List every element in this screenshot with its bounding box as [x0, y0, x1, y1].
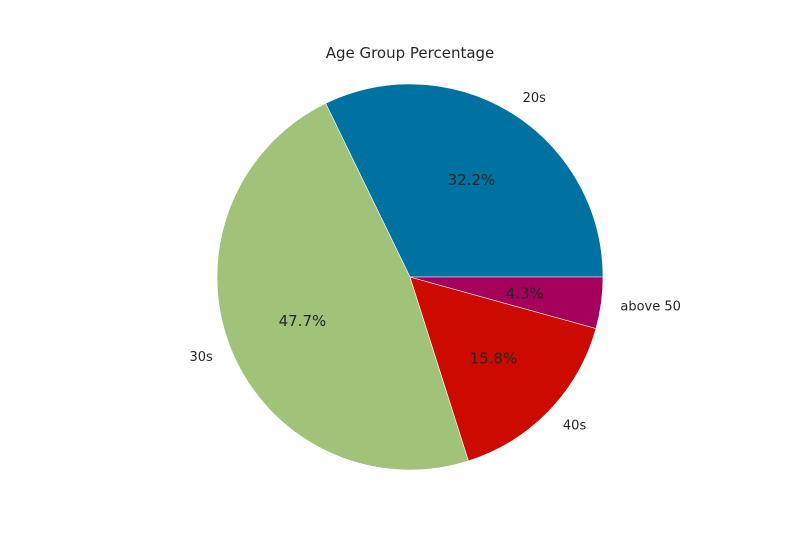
- pie-slice-30s: [216, 103, 469, 471]
- pie-slice-20s: [325, 83, 604, 278]
- chart-title: Age Group Percentage: [326, 44, 495, 62]
- pie-slices: [216, 83, 604, 471]
- slice-label-above-50: above 50: [620, 300, 681, 315]
- slice-label-40s: 40s: [563, 418, 587, 433]
- slice-percent-30s: 47.7%: [279, 312, 327, 330]
- slice-label-20s: 20s: [523, 91, 547, 106]
- pie-slice-40s: [409, 276, 597, 462]
- slice-percent-40s: 15.8%: [470, 349, 518, 367]
- pie-slice-above-50: [409, 276, 604, 329]
- slice-label-30s: 30s: [190, 350, 214, 365]
- slice-percent-above-50: 4.3%: [506, 285, 544, 303]
- slice-percent-20s: 32.2%: [448, 171, 496, 189]
- pie-labels: 20s 32.2% 30s 47.7% 40s 15.8% above 50 4.3%: [190, 91, 681, 433]
